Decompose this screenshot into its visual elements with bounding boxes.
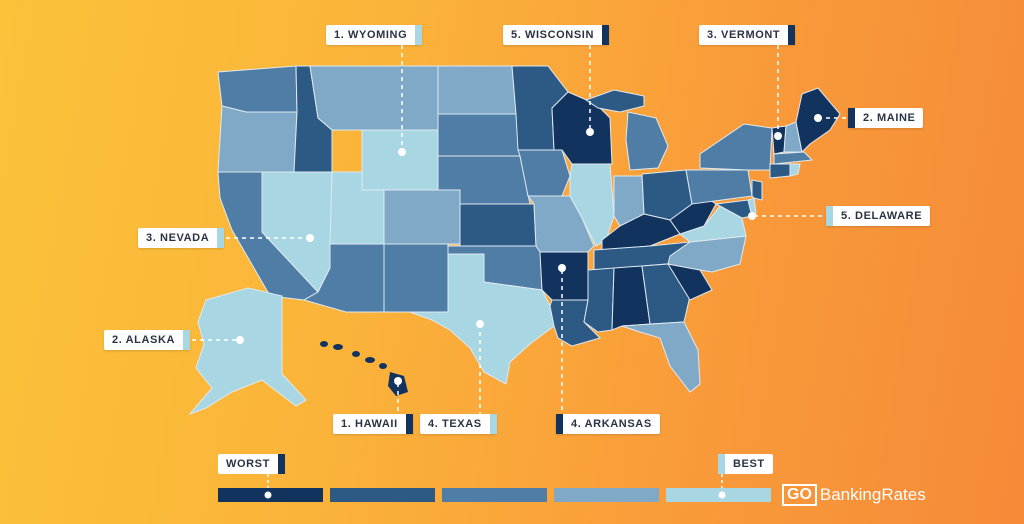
legend-bar-1 [218,488,323,502]
legend-bar-3 [442,488,547,502]
callout-swatch [415,25,423,45]
state-wisconsin [551,91,613,165]
state-delaware [747,197,757,217]
state-connecticut [769,163,791,179]
marker-maine [814,114,822,122]
legend-best-text: BEST [733,458,765,470]
state-arkansas [539,251,589,301]
state-south-dakota [437,113,521,157]
callout-nevada: 3. NEVADA [138,228,225,248]
callout-alaska: 2. ALASKA [104,330,191,350]
state-new-mexico [383,243,449,313]
state-north-dakota [437,65,517,115]
state-alaska [188,287,307,416]
marker-wisconsin [586,128,594,136]
callout-swatch [602,25,609,45]
callout-label: 3. VERMONT [707,29,781,41]
brand-go: GO [782,484,817,506]
callout-swatch [489,414,497,434]
callout-wisconsin: 5. WISCONSIN [503,25,609,45]
callout-delaware: 5. DELAWARE [826,206,931,226]
marker-alaska [236,336,244,344]
state-hawaii [320,341,408,396]
state-wyoming [361,129,439,191]
state-north-carolina [667,235,747,273]
callout-swatch [556,414,563,434]
callout-label: 5. DELAWARE [841,210,923,222]
legend-bar-2 [330,488,435,502]
marker-arkansas [558,264,566,272]
callout-swatch [826,206,833,226]
state-new-jersey [751,179,763,201]
marker-wyoming [398,148,406,156]
callout-label: 5. WISCONSIN [511,29,594,41]
marker-vermont [774,132,782,140]
legend-best-swatch [718,454,725,474]
state-michigan [625,111,669,171]
state-illinois [569,163,615,247]
callout-swatch [217,228,225,248]
state-kansas [459,203,537,247]
state-montana [309,65,439,131]
callout-label: 2. ALASKA [112,334,176,346]
state-oregon [217,105,298,173]
state-texas [409,253,555,385]
callout-label: 4. TEXAS [428,418,482,430]
legend-worst-label: WORST [218,454,285,474]
state-rhode-island [789,163,801,177]
state-florida [621,321,701,393]
brand-name: BankingRates [819,485,926,504]
marker-nevada [306,234,314,242]
callout-hawaii: 1. HAWAII [333,414,413,434]
callout-label: 3. NEVADA [146,232,210,244]
marker-delaware [748,212,756,220]
callout-label: 1. WYOMING [334,29,408,41]
state-michigan-upper [584,89,645,113]
state-mississippi [583,267,615,333]
state-maryland [714,199,753,219]
marker-hawaii [394,377,402,385]
legend-best-label: BEST [718,454,773,474]
callout-swatch [405,414,413,434]
callout-swatch [788,25,796,45]
state-pennsylvania [685,169,753,205]
callout-swatch [848,108,855,128]
legend-bar-4 [554,488,659,502]
state-washington [217,65,298,113]
callout-maine: 2. MAINE [848,108,924,128]
legend-worst-swatch [277,454,285,474]
state-new-york [699,123,773,171]
brand-logo: GO BankingRates [782,484,926,506]
state-massachusetts [773,151,814,165]
callout-arkansas: 4. ARKANSAS [556,414,660,434]
marker-texas [476,320,484,328]
callout-texas: 4. TEXAS [420,414,497,434]
callout-vermont: 3. VERMONT [699,25,796,45]
callout-swatch [183,330,191,350]
callout-wyoming: 1. WYOMING [326,25,423,45]
legend-bar-5 [666,488,771,502]
callout-label: 4. ARKANSAS [571,418,652,430]
callout-label: 2. MAINE [863,112,916,124]
state-colorado [383,189,461,245]
callout-label: 1. HAWAII [341,418,398,430]
legend-worst-text: WORST [226,458,270,470]
